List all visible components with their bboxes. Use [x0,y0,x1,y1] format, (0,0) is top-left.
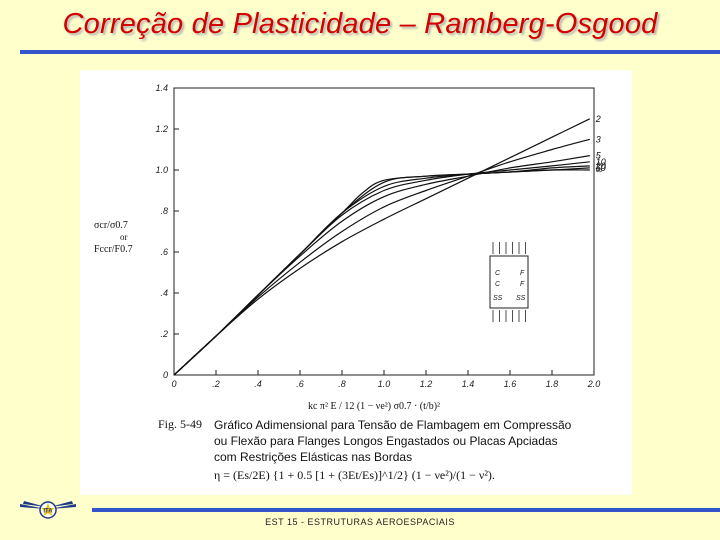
series-line-∞ [173,169,590,376]
y-tick-label: 1.4 [155,83,168,93]
caption-line-3: com Restrições Elásticas nas Bordas [214,450,413,464]
series-label: 10 [596,157,606,167]
series-label: 2 [595,114,601,124]
series-label: 20 [595,161,606,171]
y-tick-label: .4 [160,288,168,298]
efficiency-formula: η = (Es/2E) {1 + 0.5 [1 + (3Et/Es)]^1/2}… [214,468,495,482]
x-tick-label: .6 [296,379,304,389]
y-tick-label: 1.2 [155,124,168,134]
title-rule [20,50,720,54]
series-line-5 [173,155,590,376]
footer-text: EST 15 - ESTRUTURAS AEROESPACIAIS [265,517,455,527]
footer-rule [92,508,720,512]
y-tick-label: .2 [160,329,168,339]
series-line-50 [173,167,590,376]
x-tick-label: 1.2 [420,379,433,389]
series-label: 3 [596,134,601,144]
caption-line-1: Gráfico Adimensional para Tensão de Flam… [214,418,572,432]
y-axis-label: σcr/σ0.7 [94,220,128,231]
series-line-2 [173,118,591,376]
inset-label: C [495,270,501,277]
y-tick-label: .6 [160,247,168,257]
x-tick-label: 2.0 [587,379,601,389]
x-tick-label: 1.8 [546,379,559,389]
x-tick-label: 1.6 [504,379,517,389]
series-label: 50 [596,163,606,173]
x-tick-label: .2 [212,379,220,389]
x-tick-label: .8 [338,379,346,389]
inset-plate [489,255,529,309]
logo-text: ITA [43,509,53,515]
chart-figure: 0 .2 .4 .6 .8 1.0 1.2 1.4 1.6 1.8 2.0 0 .2 .4 .6 .8 1.0 1… [80,70,632,495]
series-line-3 [173,138,590,376]
y-axis-label-alt: Fccr/F0.7 [94,244,133,255]
plate-inset-diagram: C F C F SS SS [489,242,529,322]
plot-frame [173,87,595,376]
x-axis-label: kc π² E / 12 (1 − νe²) σ0.7 · (t/b)² [308,401,440,412]
series-label: 5 [596,151,602,161]
series-label: ∞ [596,165,602,175]
inset-label: SS [516,295,526,302]
y-tick-label: 0 [163,370,168,380]
inset-label: F [520,270,525,277]
y-axis-label-or: or [120,232,128,242]
figure-label: Fig. 5-49 [158,417,203,431]
x-tick-label: 1.4 [462,379,475,389]
inset-label: F [520,281,525,288]
x-tick-label: 1.0 [378,379,391,389]
series-line-10 [173,161,590,376]
x-tick-label: .4 [254,379,262,389]
y-tick-label: 1.0 [155,165,168,175]
ita-wings-logo-icon: ITA [20,501,76,519]
caption-line-2: ou Flexão para Flanges Longos Engastados… [214,434,558,448]
inset-label: C [495,281,501,288]
slide-title: Correção de Plasticidade – Ramberg-Osgoo… [62,8,658,40]
x-tick-label: 0 [171,379,176,389]
y-tick-label: .8 [160,206,168,216]
inset-label: SS [493,295,503,302]
chart-plot: 0 .2 .4 .6 .8 1.0 1.2 1.4 1.6 1.8 2.0 0 .2 .4 .6 .8 1.0 1… [94,83,606,412]
